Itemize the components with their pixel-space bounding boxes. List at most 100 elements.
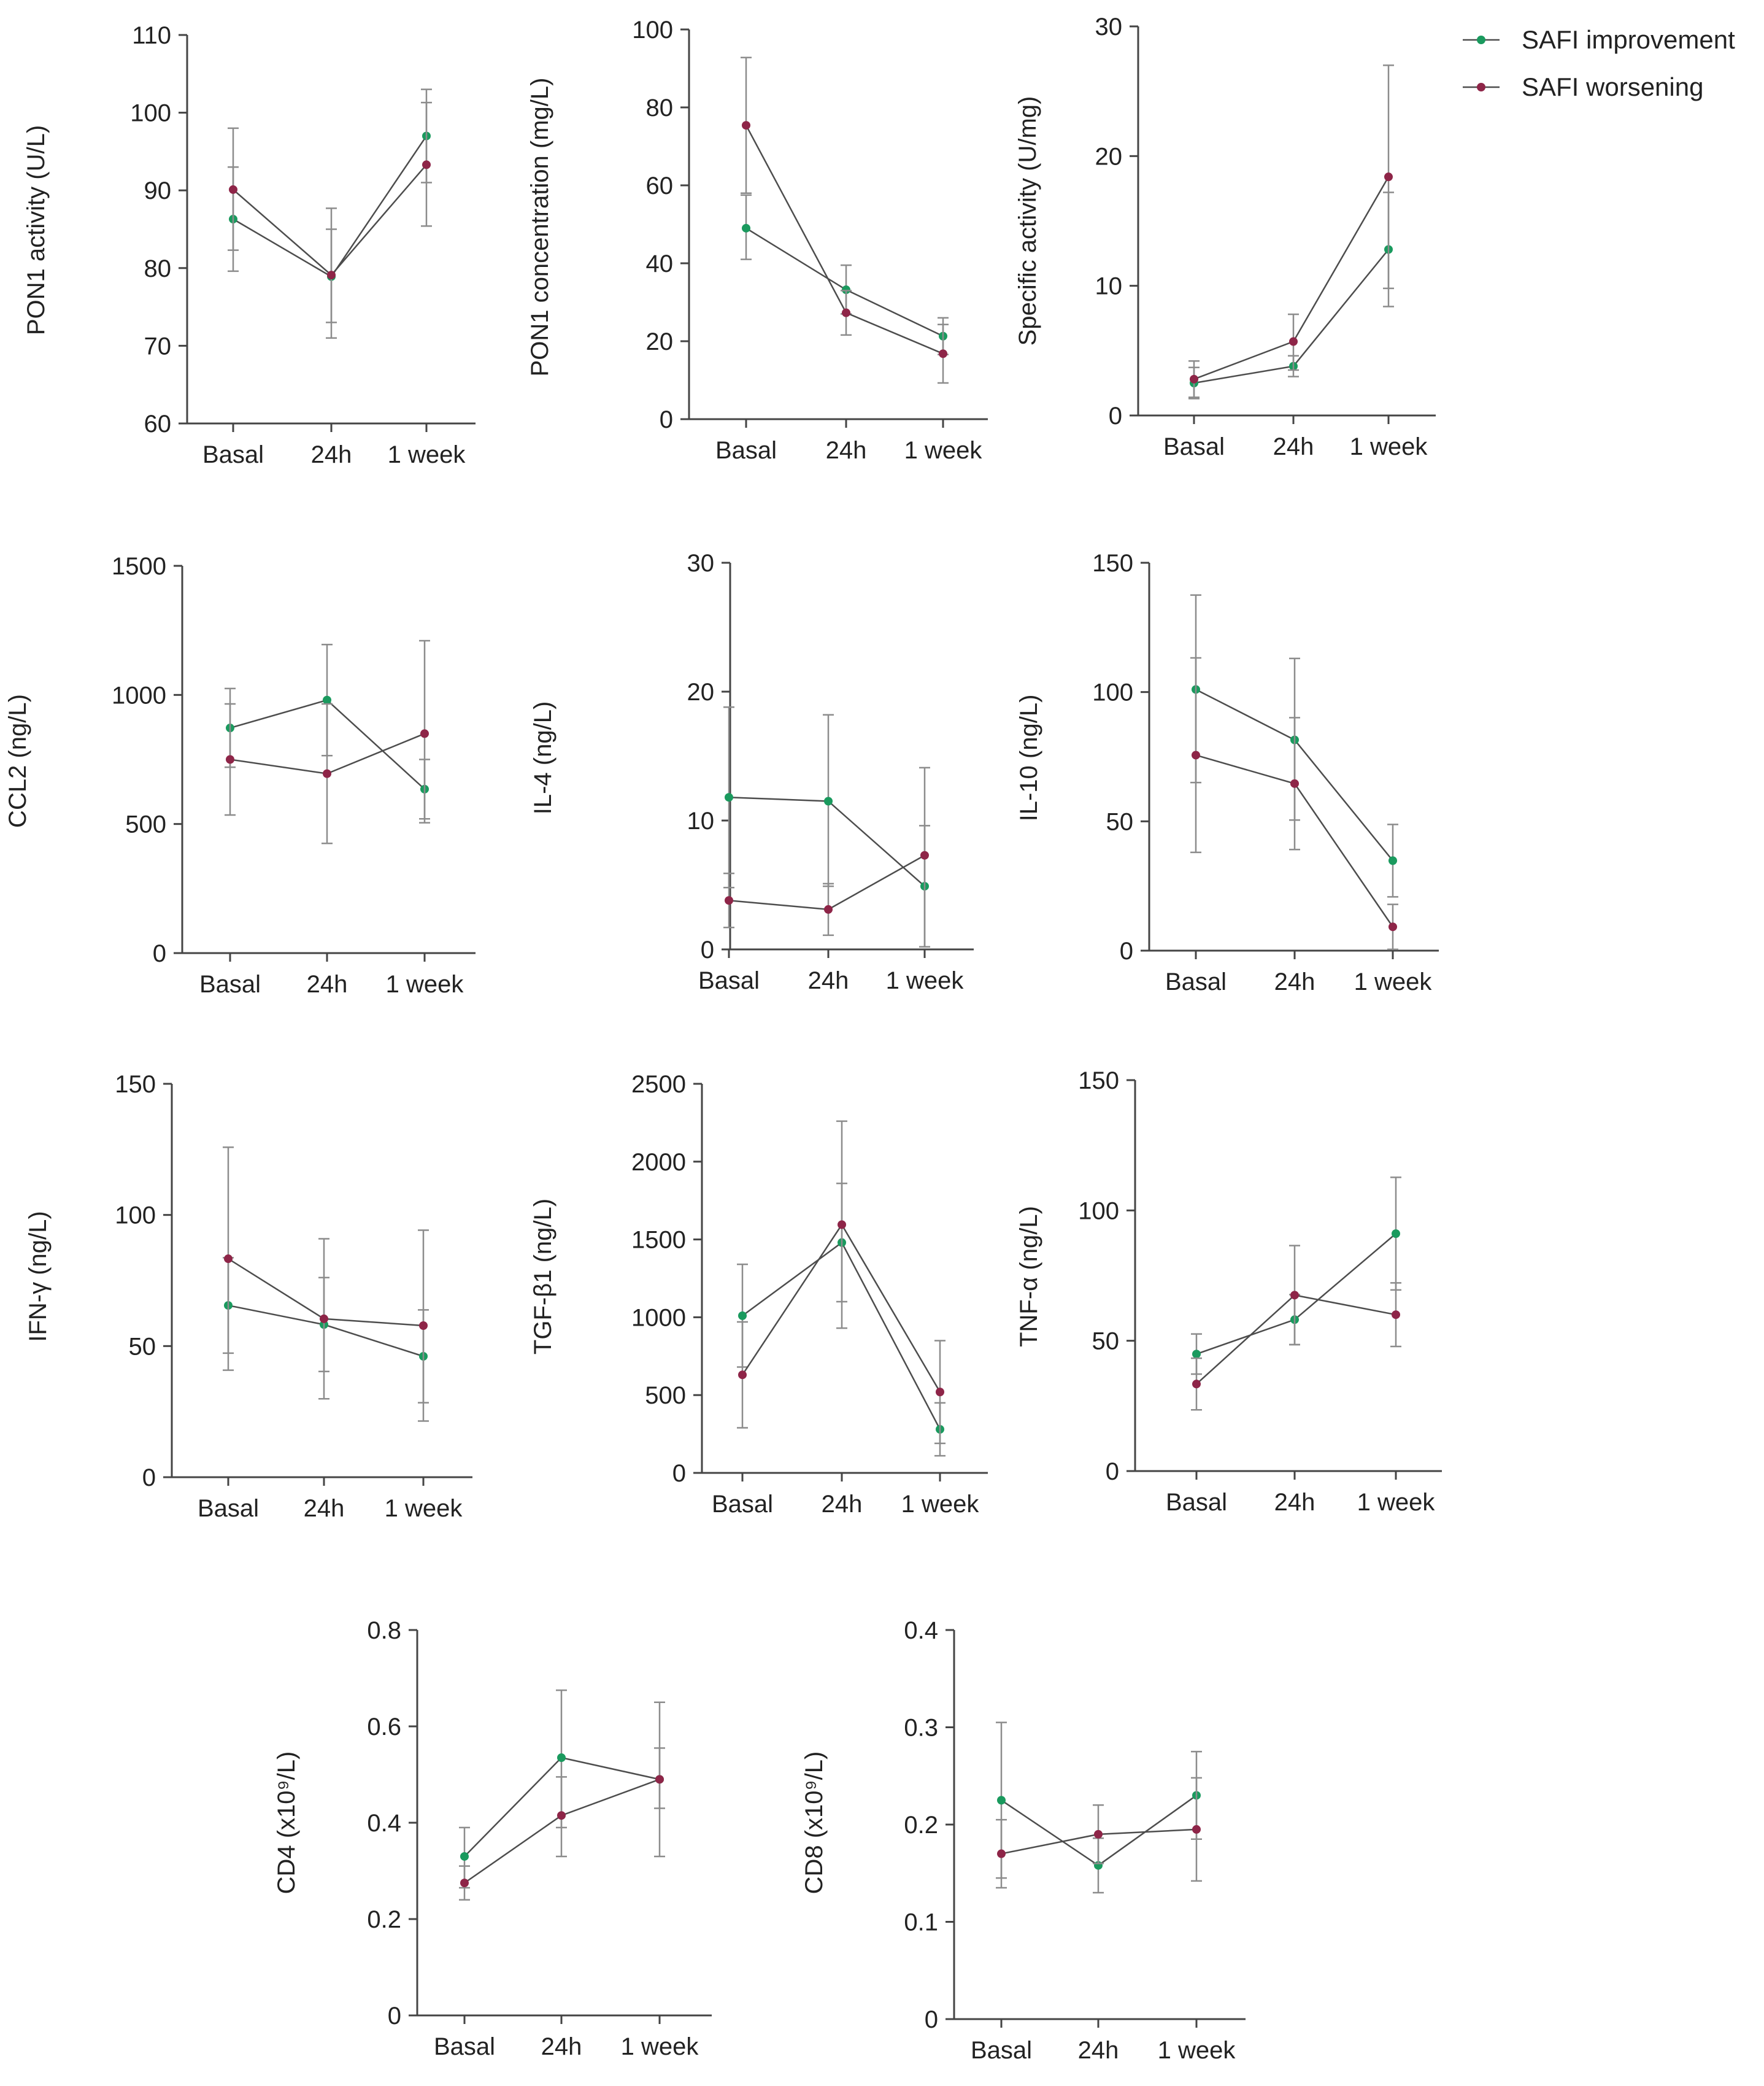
x-tick-label: 1 week <box>1357 1489 1436 1516</box>
data-point <box>557 1811 566 1820</box>
y-tick-label: 10 <box>687 808 715 835</box>
y-axis-label: CD8 (x10⁹/L) <box>801 1752 828 1895</box>
series-worsening <box>228 101 432 323</box>
series-improvement <box>741 194 949 355</box>
series-improvement <box>228 88 432 339</box>
y-axis-label: IFN-γ (ng/L) <box>25 1211 52 1342</box>
x-tick-label: Basal <box>715 437 777 464</box>
y-tick-label: 0 <box>1109 403 1122 430</box>
y-tick-label: 100 <box>1078 1197 1119 1224</box>
legend-item-improvement: SAFI improvement <box>1463 25 1735 54</box>
data-point <box>229 185 237 194</box>
data-point <box>557 1753 566 1763</box>
legend-item-worsening: SAFI worsening <box>1463 72 1703 101</box>
y-axis-label: Specific activity (U/mg) <box>1014 96 1041 346</box>
y-axis-label: CCL2 (ng/L) <box>4 694 31 828</box>
chart-ccl2: 0 500 1000 1500 Basal 24h 1 week CCL2 (ng/L) <box>4 553 476 998</box>
x-tick-label: Basal <box>1166 1489 1227 1516</box>
data-point <box>824 797 833 806</box>
y-tick-label: 100 <box>115 1202 156 1229</box>
y-tick-label: 2000 <box>631 1149 686 1176</box>
chart-specific-activity: 0 10 20 30 Basal 24h 1 week Specific activity (… <box>1014 14 1436 460</box>
series-worsening <box>1190 657 1398 951</box>
y-tick-label: 10 <box>1095 273 1123 300</box>
x-tick-label: 24h <box>304 1495 345 1522</box>
series-line <box>728 854 925 911</box>
data-point <box>420 729 429 738</box>
y-tick-label: 60 <box>646 172 674 199</box>
data-point <box>1392 1229 1400 1238</box>
x-tick-label: 24h <box>822 1491 863 1518</box>
data-point <box>842 308 850 317</box>
x-tick-label: 1 week <box>388 441 466 468</box>
data-point <box>460 1852 469 1861</box>
y-tick-label: 20 <box>1095 143 1123 170</box>
series-line <box>1193 176 1390 380</box>
legend-marker-improvement <box>1477 36 1485 44</box>
data-point <box>936 1388 944 1397</box>
y-tick-label: 0.1 <box>904 1909 938 1936</box>
legend-label-improvement: SAFI improvement <box>1522 25 1735 54</box>
series-worsening <box>1191 1245 1401 1411</box>
y-tick-label: 0 <box>1106 1458 1119 1485</box>
data-point <box>824 905 833 914</box>
data-point <box>1192 1380 1201 1389</box>
x-tick-label: 24h <box>808 967 849 994</box>
y-tick-label: 150 <box>115 1071 156 1098</box>
y-tick-label: 20 <box>687 679 715 706</box>
x-tick-label: Basal <box>1163 433 1225 460</box>
y-tick-label: 90 <box>144 177 172 204</box>
y-tick-label: 0.8 <box>367 1617 401 1644</box>
data-point <box>1289 337 1298 346</box>
y-tick-label: 0.2 <box>367 1906 401 1933</box>
data-point <box>460 1879 469 1888</box>
x-tick-label: 1 week <box>901 1491 980 1518</box>
y-tick-label: 1000 <box>112 682 166 709</box>
chart-tnf-alpha: 0 50 100 150 Basal 24h 1 week TNF-α (ng/L) <box>1015 1067 1442 1516</box>
data-point <box>1192 751 1200 760</box>
x-tick-label: Basal <box>202 441 264 468</box>
y-axis-label: PON1 concentration (mg/L) <box>526 78 553 377</box>
x-tick-label: 1 week <box>386 971 464 998</box>
data-point <box>224 1254 233 1264</box>
y-tick-label: 100 <box>632 17 673 44</box>
x-tick-label: Basal <box>199 971 261 998</box>
data-point <box>1192 1825 1201 1834</box>
data-point <box>997 1849 1006 1858</box>
data-point <box>742 121 750 130</box>
y-tick-label: 30 <box>1095 14 1123 41</box>
x-tick-label: 24h <box>1273 433 1314 460</box>
y-axis-label: CD4 (x10⁹/L) <box>273 1752 300 1895</box>
data-point <box>1190 374 1198 384</box>
legend: SAFI improvement SAFI worsening <box>1463 25 1735 101</box>
y-tick-label: 50 <box>1092 1328 1120 1355</box>
y-tick-label: 0.6 <box>367 1713 401 1740</box>
x-tick-label: Basal <box>198 1495 259 1522</box>
series-line <box>233 135 428 278</box>
series-worsening <box>225 639 430 844</box>
series-improvement <box>1188 191 1394 400</box>
y-tick-label: 0 <box>153 940 166 967</box>
x-tick-label: 1 week <box>1350 433 1428 460</box>
legend-marker-worsening <box>1477 83 1485 91</box>
y-tick-label: 0.4 <box>367 1810 401 1837</box>
chart-cd8: 0 0.1 0.2 0.3 0.4 Basal 24h 1 week CD8 (x10⁹/L) <box>801 1617 1246 2064</box>
y-tick-label: 500 <box>125 811 166 838</box>
data-point <box>1392 1310 1400 1319</box>
data-point <box>655 1775 664 1784</box>
x-tick-label: Basal <box>434 2033 495 2060</box>
data-point <box>422 160 431 169</box>
y-tick-label: 100 <box>130 100 171 127</box>
series-worsening <box>723 767 930 948</box>
x-tick-label: 24h <box>541 2033 582 2060</box>
data-point <box>997 1796 1006 1805</box>
x-tick-label: 1 week <box>385 1495 463 1522</box>
data-point <box>320 1314 328 1323</box>
chart-pon1-concentration: 0 20 40 60 80 100 Basal 24h 1 week PON1 concentra… <box>526 17 988 464</box>
legend-label-worsening: SAFI worsening <box>1522 72 1703 101</box>
y-tick-label: 80 <box>144 255 172 282</box>
data-point <box>419 1321 428 1331</box>
y-tick-label: 1000 <box>631 1304 686 1331</box>
y-axis-label: PON1 activity (U/L) <box>23 125 50 335</box>
